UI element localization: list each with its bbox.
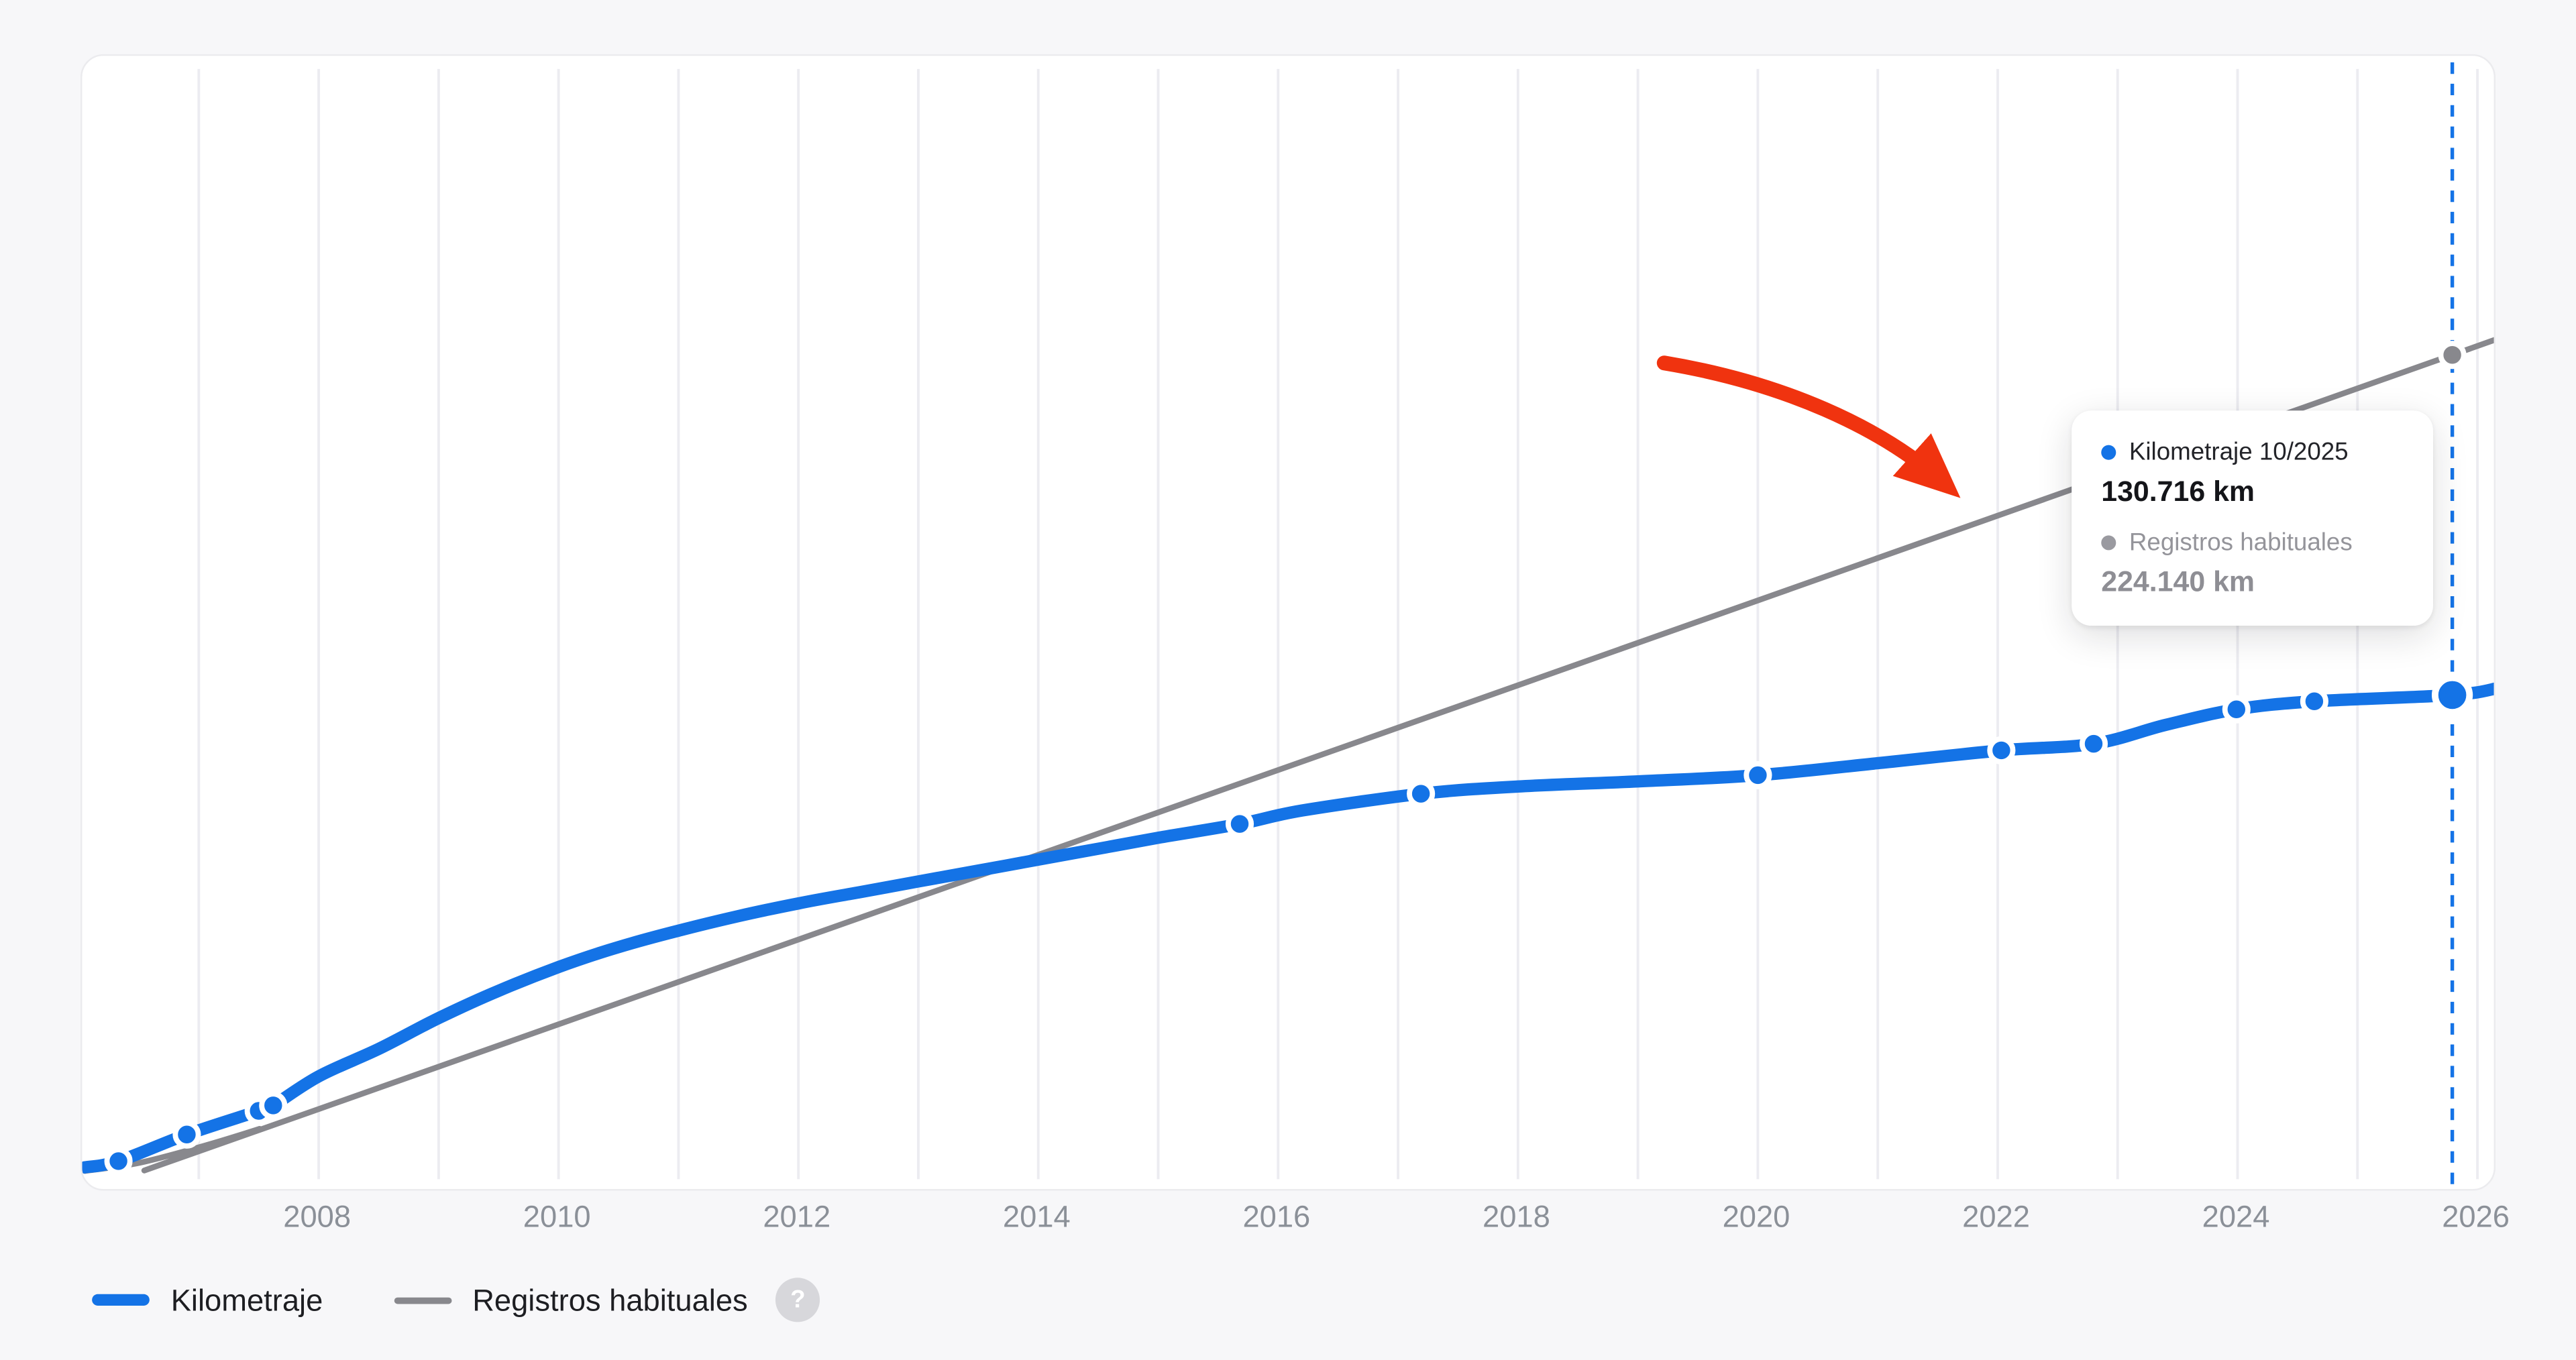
x-axis-label: 2022: [1962, 1198, 2030, 1234]
help-icon[interactable]: ?: [775, 1278, 820, 1322]
tooltip-row-kilometraje: Kilometraje 10/2025: [2101, 439, 2404, 467]
registros-line-swatch-icon: [393, 1296, 451, 1304]
tooltip-kilometraje-label: Kilometraje 10/2025: [2129, 438, 2349, 467]
tooltip-registros-value: 224.140 km: [2101, 565, 2255, 598]
legend-item-registros[interactable]: Registros habituales: [393, 1282, 748, 1318]
x-axis-label: 2012: [763, 1198, 831, 1234]
x-axis-label: 2020: [1722, 1198, 1790, 1234]
x-axis-label: 2008: [283, 1198, 352, 1234]
x-axis-label: 2010: [523, 1198, 591, 1234]
line-chart[interactable]: [82, 56, 2496, 1190]
legend-item-kilometraje[interactable]: Kilometraje: [92, 1282, 323, 1318]
x-axis-label: 2016: [1242, 1198, 1311, 1234]
tooltip-kilometraje-value: 130.716 km: [2101, 474, 2255, 508]
x-axis: 2008 2010 2012 2014 2016 2018 2020 2022 2024 2026: [0, 1199, 2576, 1242]
chart-panel: Kilometraje 10/2025 130.716 km Registros…: [80, 54, 2496, 1191]
chart-tooltip: Kilometraje 10/2025 130.716 km Registros…: [2072, 410, 2433, 626]
x-axis-label: 2026: [2442, 1198, 2510, 1234]
legend-kilometraje-label: Kilometraje: [170, 1282, 323, 1316]
legend-registros-label: Registros habituales: [472, 1282, 748, 1316]
tooltip-row-registros: Registros habituales: [2101, 529, 2404, 557]
help-icon-glyph: ?: [790, 1286, 806, 1314]
tooltip-registros-label: Registros habituales: [2129, 528, 2353, 557]
kilometraje-bullet-icon: [2101, 445, 2116, 460]
x-axis-label: 2024: [2202, 1198, 2270, 1234]
x-axis-label: 2018: [1483, 1198, 1550, 1234]
chart-legend: Kilometraje Registros habituales ?: [92, 1278, 820, 1322]
kilometraje-line-swatch-icon: [92, 1294, 150, 1306]
x-axis-label: 2014: [1002, 1198, 1071, 1234]
registros-bullet-icon: [2101, 535, 2116, 551]
